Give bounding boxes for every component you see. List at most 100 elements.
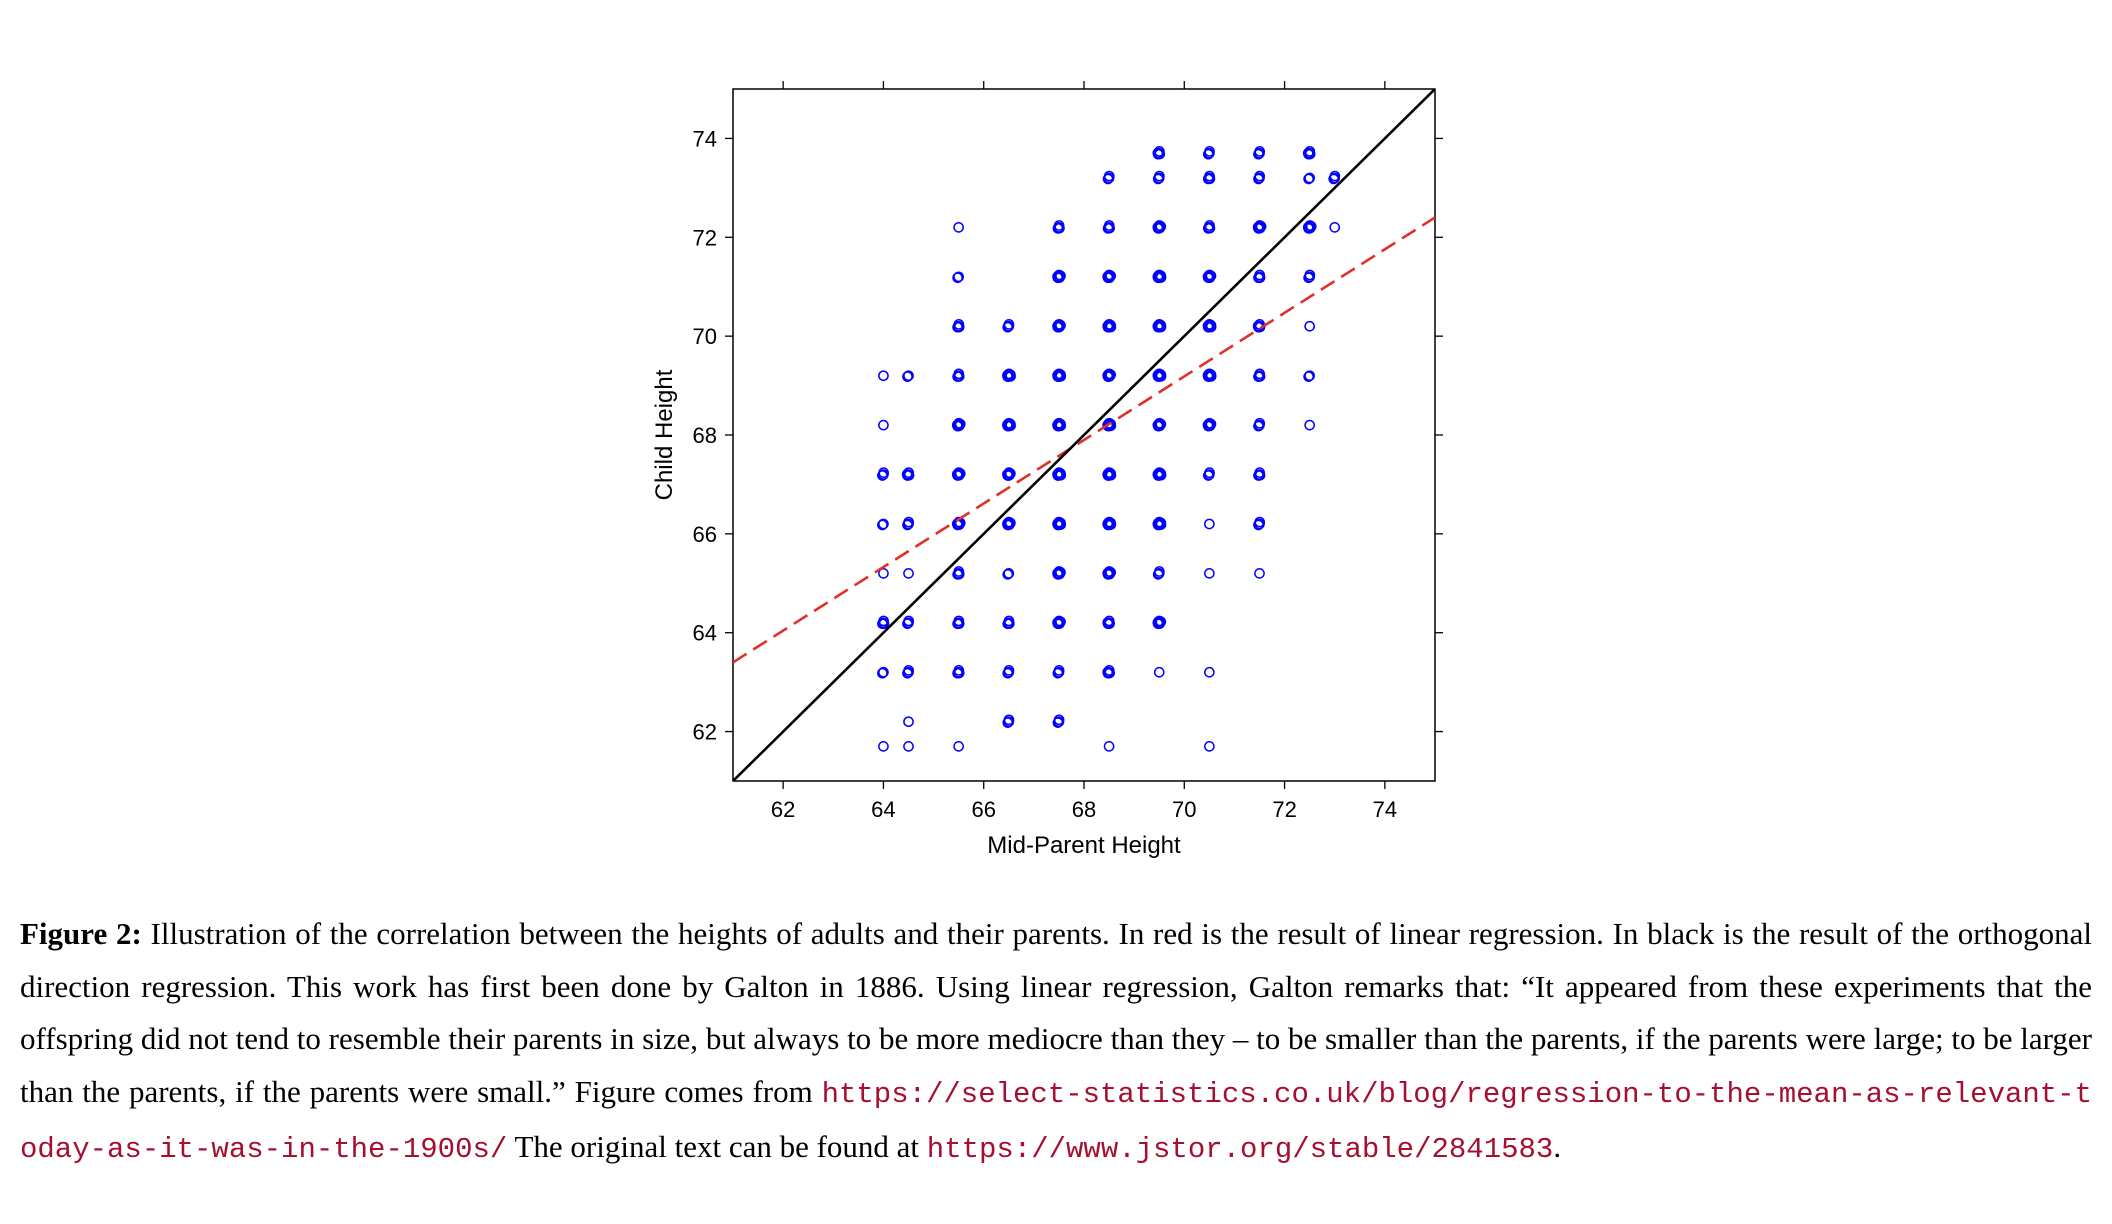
data-point	[1152, 615, 1167, 630]
point-marker	[1055, 567, 1066, 578]
point-marker	[1053, 272, 1065, 284]
data-point	[902, 665, 915, 679]
point-marker	[878, 568, 889, 579]
y-tick-label: 72	[693, 225, 717, 250]
data-point	[1052, 516, 1067, 531]
y-tick-label: 62	[693, 720, 717, 745]
data-point	[1152, 170, 1165, 185]
point-marker	[1002, 369, 1014, 380]
y-tick-label: 66	[693, 522, 717, 547]
point-marker	[878, 618, 890, 629]
data-point	[1102, 566, 1117, 580]
data-point	[1152, 566, 1165, 580]
point-marker	[1153, 420, 1165, 432]
point-marker	[903, 716, 914, 728]
point-marker	[1153, 666, 1165, 678]
point-marker	[903, 370, 914, 382]
data-point	[1102, 220, 1115, 234]
point-marker	[1204, 666, 1215, 678]
data-point	[1253, 467, 1266, 481]
point-marker	[1102, 420, 1114, 431]
data-point	[1102, 665, 1115, 679]
data-point	[952, 319, 965, 333]
point-marker	[903, 516, 915, 528]
point-marker	[1054, 222, 1065, 234]
point-marker	[1102, 518, 1114, 530]
data-point	[1052, 467, 1067, 481]
data-point	[1102, 269, 1117, 284]
point-marker	[1003, 618, 1015, 629]
point-marker	[1103, 467, 1114, 479]
data-point	[1204, 568, 1215, 579]
data-point	[951, 467, 966, 481]
data-point	[1002, 319, 1015, 333]
data-point	[877, 467, 889, 481]
data-point	[1102, 319, 1117, 333]
point-marker	[878, 666, 889, 678]
point-marker	[953, 667, 965, 679]
point-marker	[1053, 714, 1065, 726]
point-marker	[1103, 272, 1115, 284]
point-marker	[1155, 418, 1167, 430]
x-tick-label: 72	[1272, 797, 1296, 822]
data-point	[952, 615, 965, 630]
data-point	[1204, 666, 1215, 678]
point-marker	[1329, 170, 1341, 182]
data-point	[1253, 516, 1266, 531]
data-point	[1103, 741, 1115, 752]
point-marker	[1302, 147, 1314, 159]
point-marker	[903, 615, 915, 627]
data-point	[1303, 172, 1315, 185]
point-marker	[1105, 469, 1117, 481]
point-marker	[1002, 420, 1014, 431]
point-marker	[878, 370, 889, 382]
data-point	[1304, 320, 1315, 332]
data-point	[1202, 467, 1215, 481]
data-point	[878, 741, 889, 752]
point-marker	[1304, 222, 1315, 234]
point-marker	[953, 321, 965, 333]
source-link[interactable]: https://select-statistics.co.uk/blog/reg…	[20, 1077, 2092, 1167]
point-marker	[1254, 516, 1266, 528]
point-marker	[1102, 617, 1114, 628]
point-marker	[1055, 616, 1066, 628]
data-point	[1204, 518, 1215, 530]
point-marker	[1303, 371, 1314, 382]
x-tick-label: 68	[1072, 797, 1096, 822]
jstor-link[interactable]: https://www.jstor.org/stable/2841583	[926, 1133, 1554, 1166]
point-marker	[1204, 173, 1216, 185]
point-marker	[1002, 569, 1014, 580]
caption-text: Illustration of the correlation between …	[20, 916, 2092, 1109]
data-point	[877, 518, 889, 531]
point-marker	[878, 419, 889, 431]
point-marker	[1204, 467, 1215, 478]
point-marker	[1055, 469, 1067, 481]
point-marker	[1103, 741, 1115, 752]
point-marker	[1153, 370, 1164, 382]
point-marker	[1304, 419, 1315, 431]
point-marker	[1102, 321, 1114, 332]
point-marker	[1052, 518, 1064, 530]
point-marker	[954, 418, 966, 430]
point-marker	[1205, 270, 1217, 282]
data-point	[1302, 220, 1317, 234]
data-point	[878, 370, 889, 382]
point-marker	[1204, 222, 1216, 234]
point-marker	[1105, 567, 1117, 578]
point-marker	[1254, 568, 1265, 579]
axis-ticks: 62 64 66 68 70 72 74 62 64 66 68 70 72 74	[693, 81, 1443, 822]
point-marker	[953, 222, 964, 233]
y-tick-label: 68	[693, 423, 717, 448]
point-marker	[952, 272, 963, 284]
point-marker	[1254, 146, 1266, 157]
data-point	[1202, 417, 1217, 432]
data-point	[1202, 269, 1217, 284]
data-point	[1253, 146, 1266, 160]
x-tick-label: 62	[771, 797, 795, 822]
point-marker	[1103, 170, 1115, 182]
point-marker	[878, 518, 889, 530]
point-marker	[1203, 369, 1215, 380]
data-point	[1204, 741, 1215, 752]
data-point	[1152, 467, 1167, 481]
data-point	[952, 665, 965, 679]
